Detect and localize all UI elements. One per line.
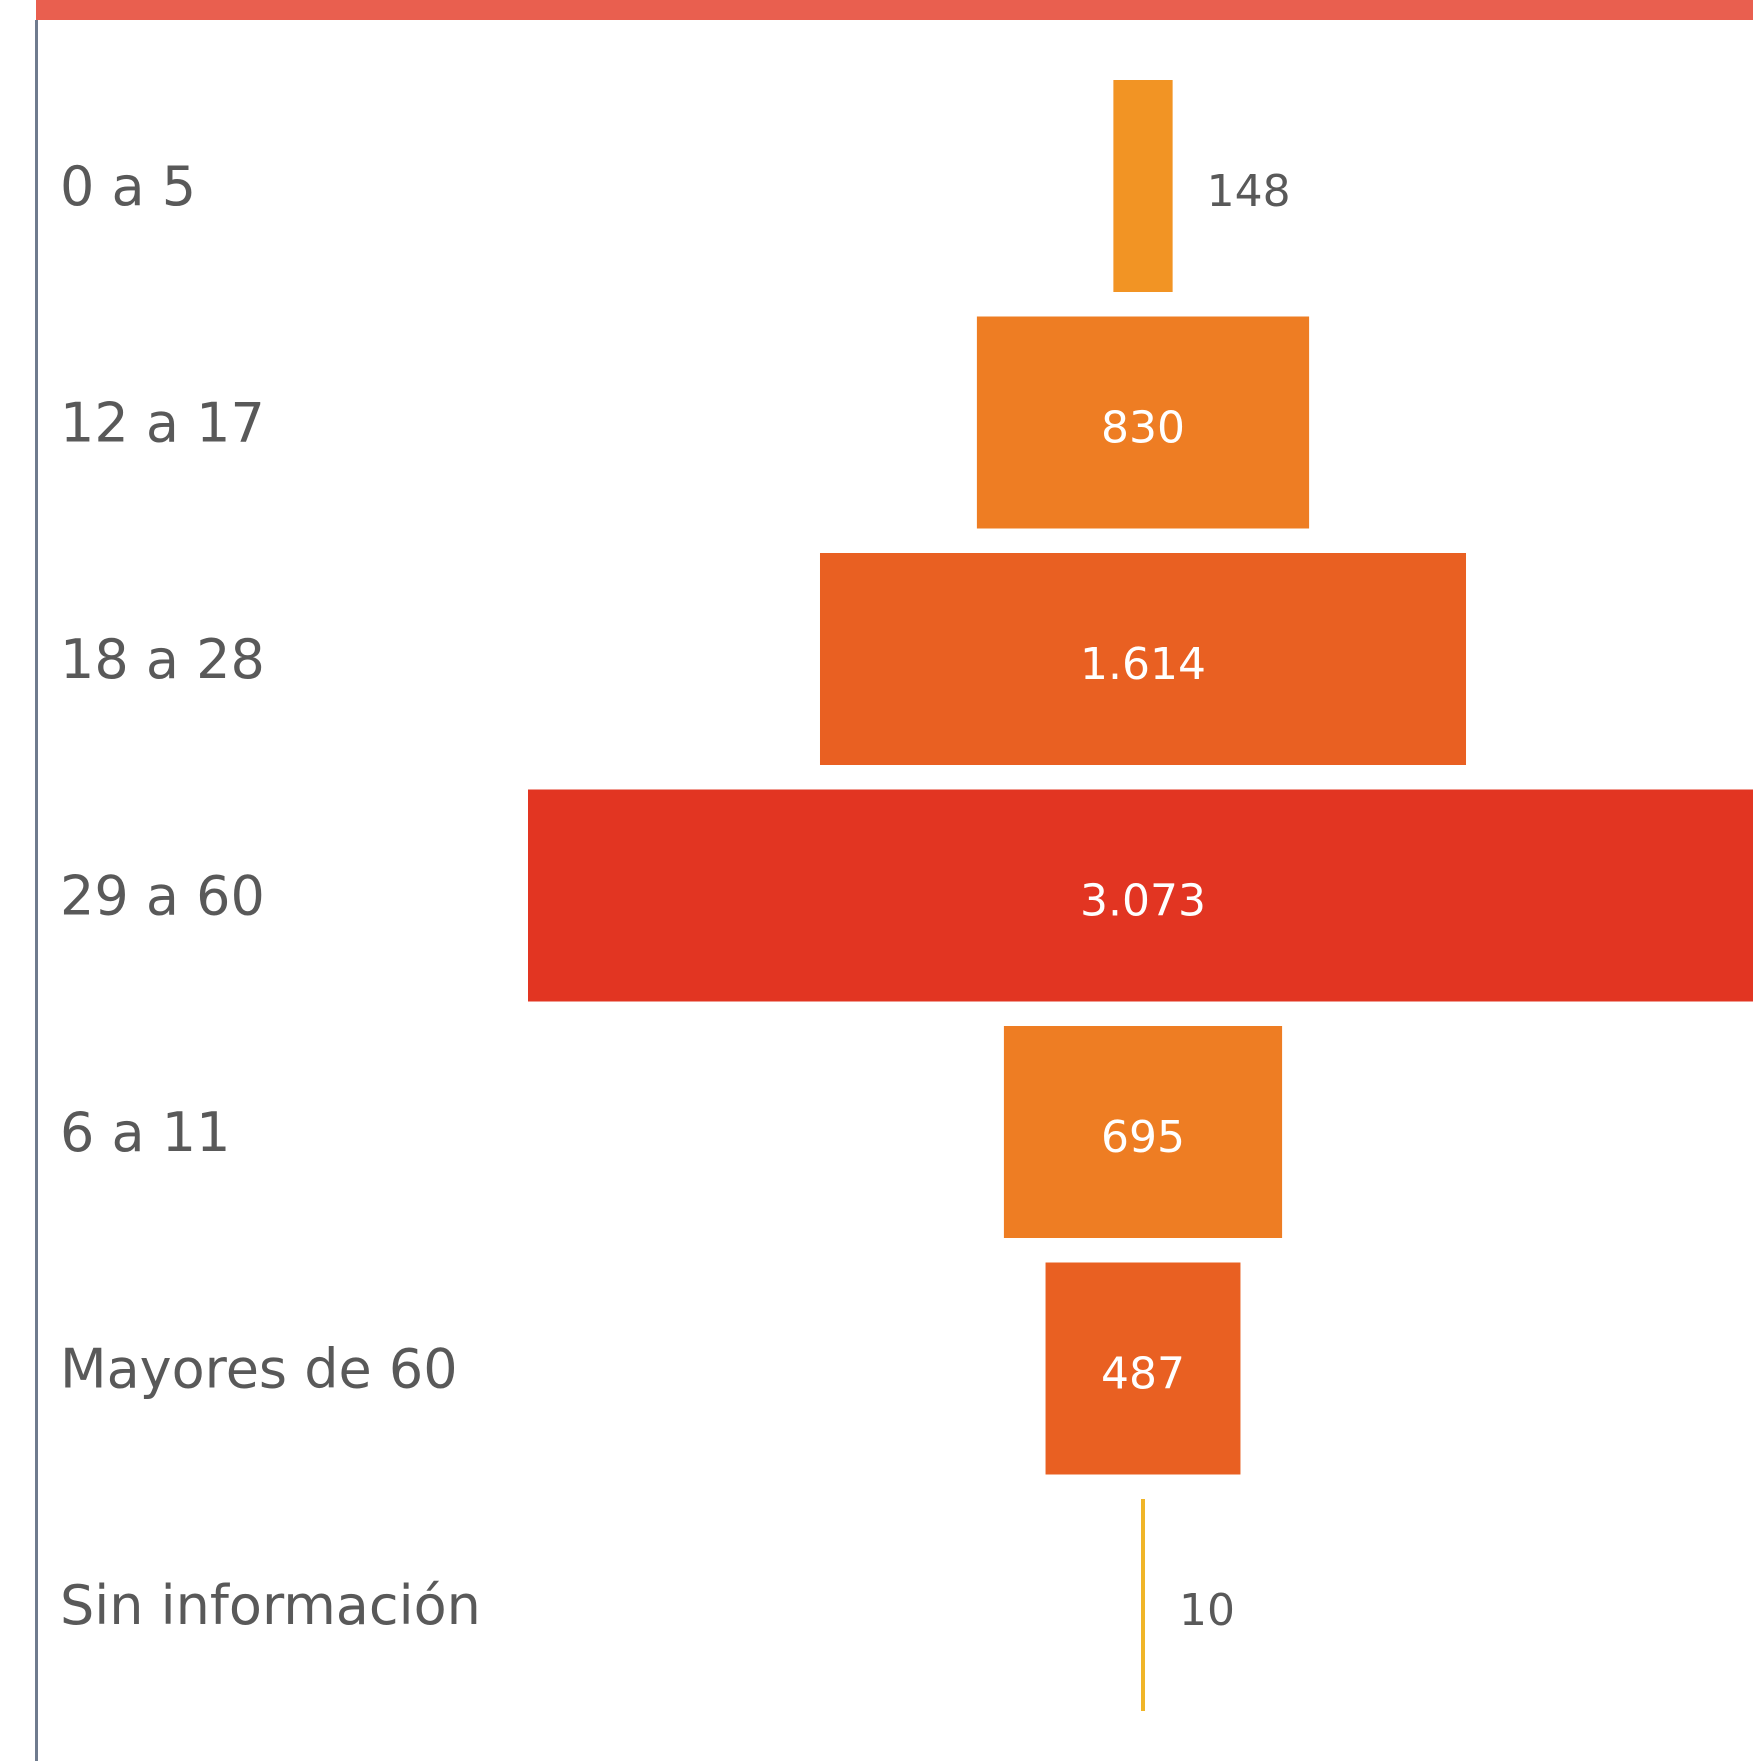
data-label: 10 <box>1179 1585 1235 1636</box>
funnel-bar <box>1003 1026 1283 1238</box>
funnel-bar <box>976 316 1310 529</box>
data-label: 487 <box>1101 1349 1185 1400</box>
chart-left-border <box>35 20 38 1761</box>
funnel-bar <box>1045 1262 1241 1475</box>
funnel-bar <box>528 789 1753 1002</box>
category-label: 18 a 28 <box>60 628 265 691</box>
funnel-bar <box>819 553 1467 765</box>
data-label: 3.073 <box>1080 876 1206 927</box>
funnel-bar <box>1113 80 1173 292</box>
category-label: 12 a 17 <box>60 392 265 455</box>
category-label: Mayores de 60 <box>60 1338 458 1401</box>
category-label: 29 a 60 <box>60 865 265 928</box>
category-label: Sin información <box>60 1574 481 1637</box>
data-label: 695 <box>1101 1112 1185 1163</box>
data-label: 148 <box>1207 166 1291 217</box>
category-label: 0 a 5 <box>60 155 196 218</box>
data-label: 830 <box>1101 403 1185 454</box>
chart-top-bar <box>36 0 1753 20</box>
category-label: 6 a 11 <box>60 1101 231 1164</box>
funnel-bar <box>1140 1499 1146 1711</box>
data-label: 1.614 <box>1080 639 1206 690</box>
